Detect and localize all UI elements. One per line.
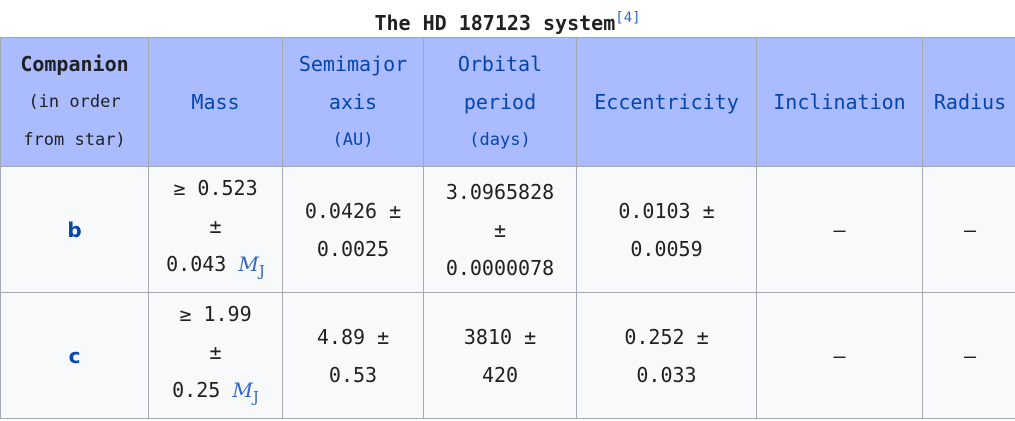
planet-b-semimajor: 0.0426 ± 0.0025 xyxy=(282,166,424,293)
header-semimajor[interactable]: Semimajor axis (AU) xyxy=(282,37,424,167)
header-companion-title: Companion xyxy=(20,52,129,76)
planet-c-mass-err: 0.25 xyxy=(172,378,221,402)
planet-b-mass-pm: ± xyxy=(209,214,222,238)
planet-b-mass-value: ≥ 0.523 xyxy=(173,176,258,200)
jupiter-mass-symbol[interactable]: M xyxy=(238,252,259,276)
caption-title: The HD 187123 system xyxy=(374,11,616,35)
header-companion-sub1: (in order xyxy=(28,92,121,112)
planet-b-inclination: — xyxy=(756,166,923,293)
planet-b-period-err: 0.0000078 xyxy=(445,255,555,280)
header-period-line2[interactable]: period xyxy=(463,90,537,114)
jupiter-mass-symbol[interactable]: M xyxy=(232,378,253,402)
planet-b-mass-error: 0.043 MJ xyxy=(153,245,278,290)
planet-c-mass-value: ≥ 1.99 xyxy=(179,302,252,326)
table-row: c ≥ 1.99 ± 0.25 MJ 4.89 ± 0.53 3810 ± 42… xyxy=(0,292,1015,419)
header-row: Companion (in order from star) Mass Semi… xyxy=(0,37,1015,167)
header-companion-sub2: from star) xyxy=(23,130,126,150)
planet-b-mass: ≥ 0.523 ± 0.043 MJ xyxy=(148,166,283,293)
planet-c-period-err: 420 xyxy=(481,362,519,387)
header-inclination[interactable]: Inclination xyxy=(756,37,923,167)
header-eccentricity[interactable]: Eccentricity xyxy=(576,37,757,167)
planet-c-period-value: 3810 ± xyxy=(463,324,537,349)
planet-c-semimajor: 4.89 ± 0.53 xyxy=(282,292,424,419)
table-caption: The HD 187123 system[4] xyxy=(0,0,1015,37)
jupiter-mass-link[interactable]: MJ xyxy=(238,252,265,280)
planet-c-eccentricity-value: 0.252 ± xyxy=(624,324,709,349)
planet-c-semimajor-err: 0.53 xyxy=(328,362,378,387)
reference-link[interactable]: [4] xyxy=(615,10,641,26)
planet-b-eccentricity-err: 0.0059 xyxy=(630,236,703,261)
planet-b-mass-err: 0.043 xyxy=(166,252,227,276)
header-radius[interactable]: Radius xyxy=(922,37,1015,167)
planet-b-name-link[interactable]: b xyxy=(0,166,149,293)
jupiter-mass-subscript[interactable]: J xyxy=(258,262,265,280)
planet-c-mass-error: 0.25 MJ xyxy=(153,371,278,416)
header-period-line1[interactable]: Orbital xyxy=(457,52,543,76)
header-mass[interactable]: Mass xyxy=(148,37,283,167)
header-period-unit[interactable]: (days) xyxy=(469,130,531,150)
planet-c-period: 3810 ± 420 xyxy=(423,292,577,419)
planet-b-period: 3.0965828 ± 0.0000078 xyxy=(423,166,577,293)
planet-c-mass-pm: ± xyxy=(209,340,222,364)
header-period[interactable]: Orbital period (days) xyxy=(423,37,577,167)
planet-c-eccentricity: 0.252 ± 0.033 xyxy=(576,292,757,419)
header-semimajor-unit[interactable]: (AU) xyxy=(332,130,374,150)
planet-c-name-link[interactable]: c xyxy=(0,292,149,419)
table-row: b ≥ 0.523 ± 0.043 MJ 0.0426 ± 0.0025 3.0… xyxy=(0,166,1015,293)
planet-b-semimajor-err: 0.0025 xyxy=(316,236,390,261)
planet-b-eccentricity-value: 0.0103 ± xyxy=(618,198,715,223)
header-eccentricity-label[interactable]: Eccentricity xyxy=(594,90,739,114)
jupiter-mass-link[interactable]: MJ xyxy=(232,378,259,406)
header-inclination-label[interactable]: Inclination xyxy=(773,90,906,114)
planet-c-radius: — xyxy=(922,292,1015,419)
header-companion: Companion (in order from star) xyxy=(0,37,149,167)
jupiter-mass-subscript[interactable]: J xyxy=(252,388,259,406)
planet-b-period-value: 3.0965828 xyxy=(445,179,555,204)
header-semimajor-line1[interactable]: Semimajor xyxy=(298,52,408,76)
header-semimajor-line2[interactable]: axis xyxy=(328,90,378,114)
header-mass-label[interactable]: Mass xyxy=(191,90,240,114)
header-radius-label[interactable]: Radius xyxy=(933,90,1007,114)
planetary-system-table: Companion (in order from star) Mass Semi… xyxy=(0,37,1015,419)
planet-b-period-pm: ± xyxy=(493,217,507,242)
planet-b-eccentricity: 0.0103 ± 0.0059 xyxy=(576,166,757,293)
planet-b-radius: — xyxy=(922,166,1015,293)
planet-c-semimajor-value: 4.89 ± xyxy=(316,324,390,349)
planet-c-mass: ≥ 1.99 ± 0.25 MJ xyxy=(148,292,283,419)
planet-b-semimajor-value: 0.0426 ± xyxy=(304,198,402,223)
planet-c-eccentricity-err: 0.033 xyxy=(636,362,697,387)
planet-c-inclination: — xyxy=(756,292,923,419)
